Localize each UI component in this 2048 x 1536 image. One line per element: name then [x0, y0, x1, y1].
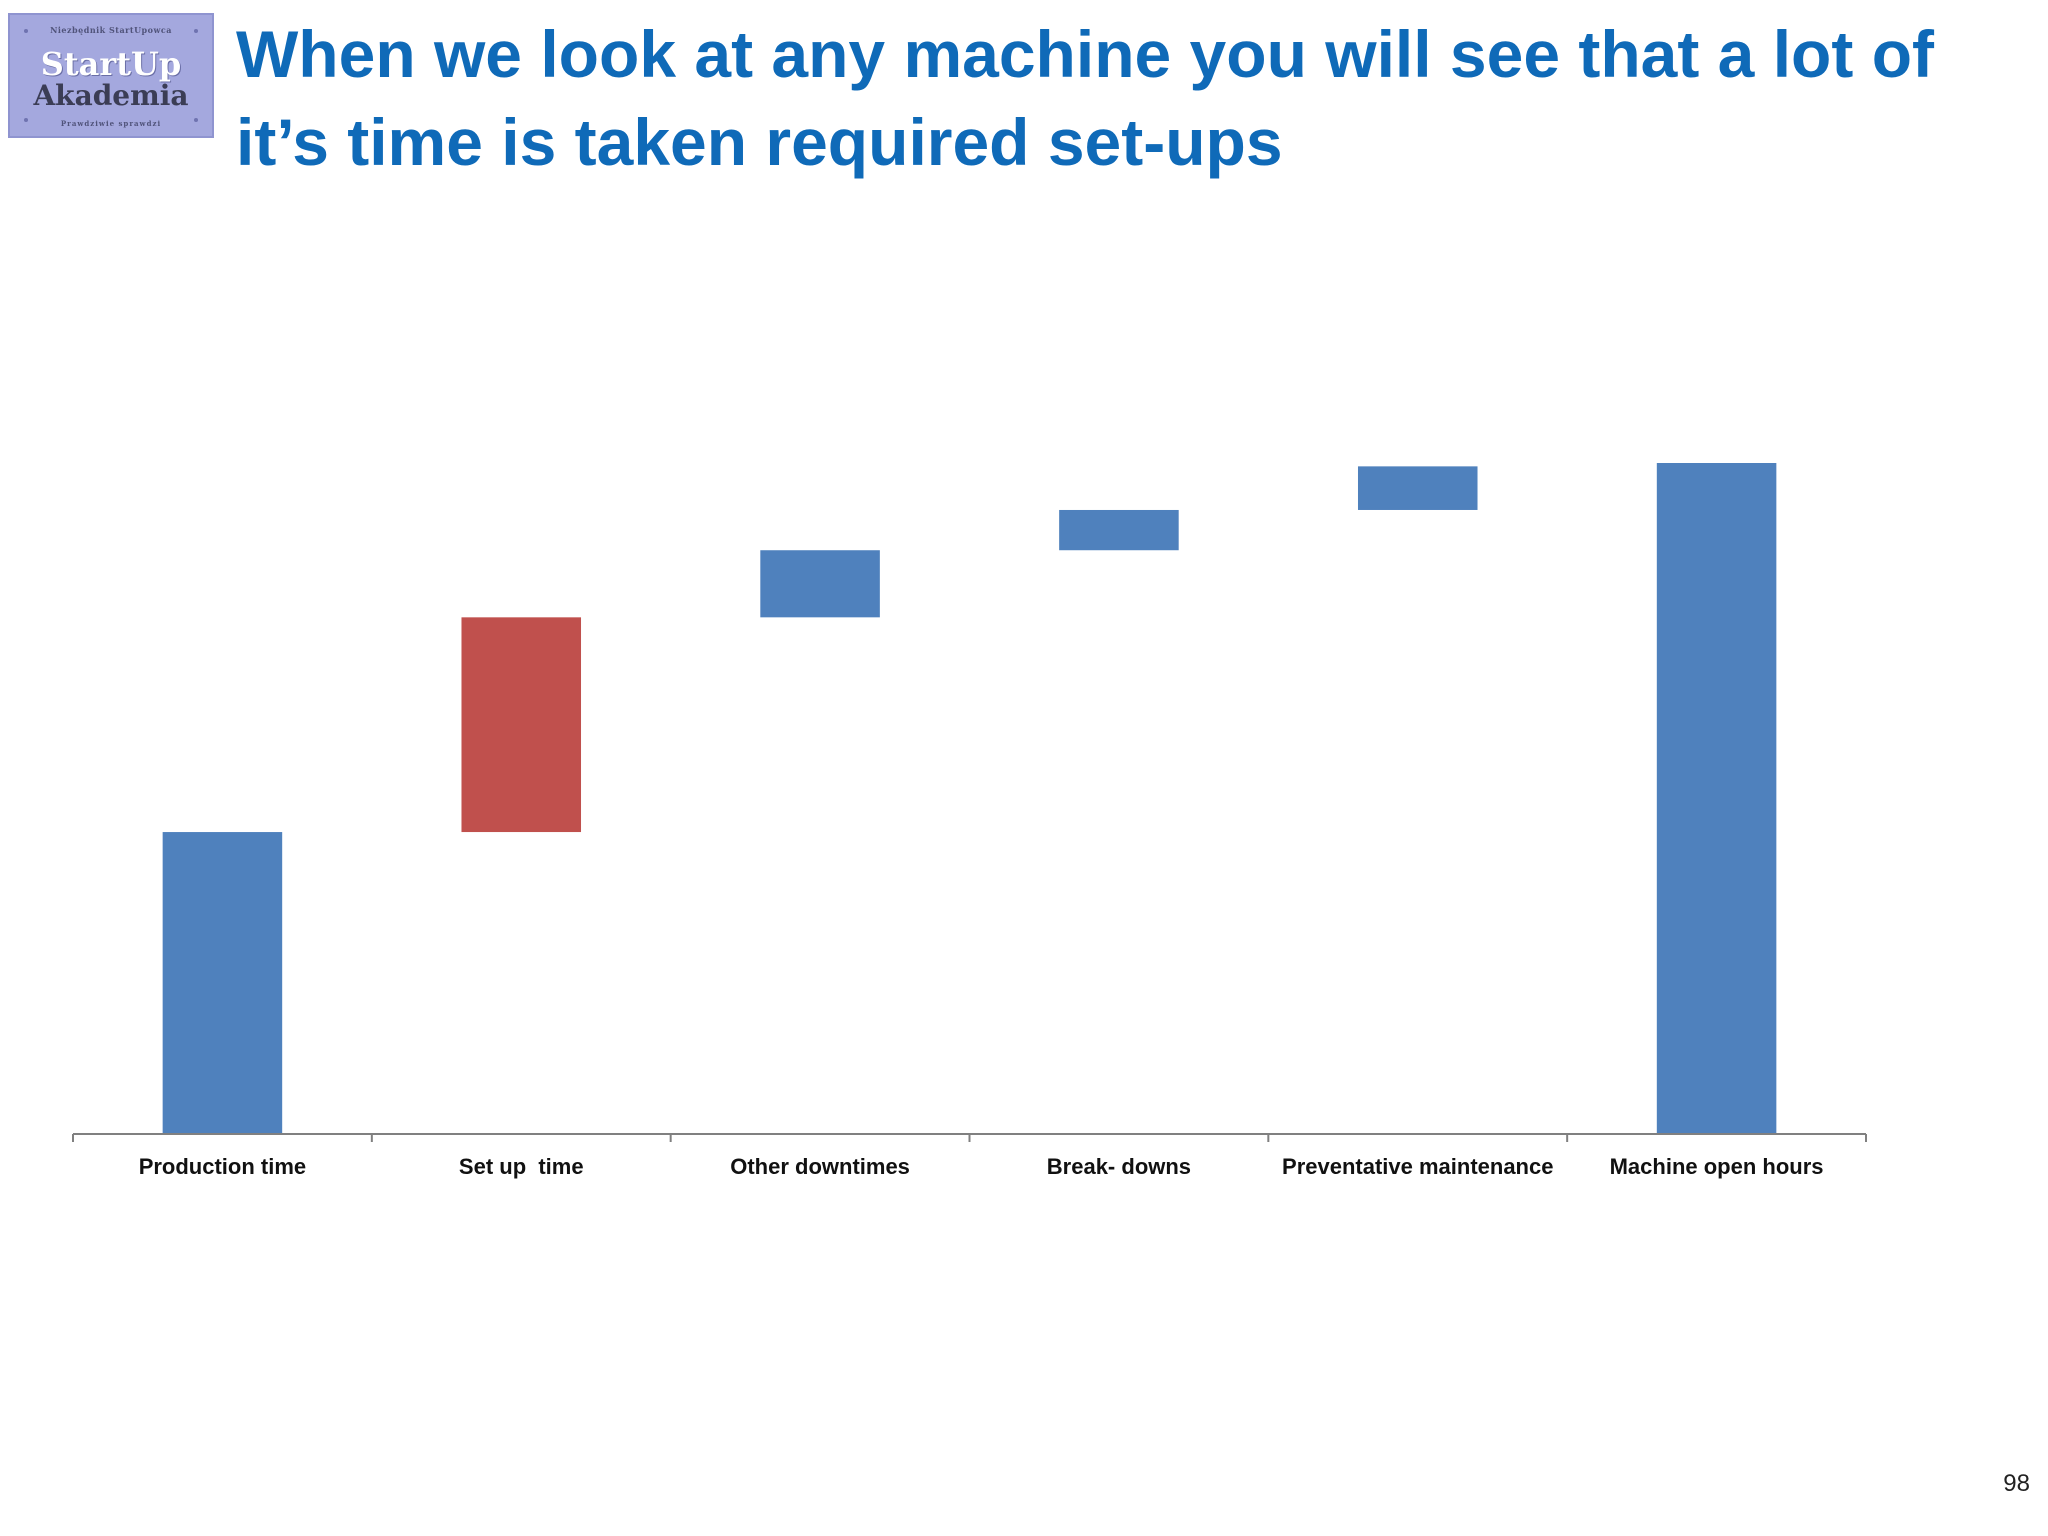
logo: Niezbędnik StartUpowca StartUp Akademia … — [8, 13, 214, 138]
bar-set-up-time — [461, 617, 582, 833]
bar-machine-open-hours — [1656, 463, 1777, 1134]
page-number: 98 — [2003, 1470, 2030, 1497]
x-tick-label: Break- downs — [1047, 1154, 1191, 1179]
bar-break-downs — [1059, 509, 1179, 551]
logo-tagline-top: Niezbędnik StartUpowca — [50, 25, 172, 35]
x-tick-label: Machine open hours — [1610, 1154, 1824, 1179]
slide-title: When we look at any machine you will see… — [236, 17, 1934, 179]
x-tick-label: Other downtimes — [730, 1154, 910, 1179]
x-tick-label: Preventative maintenance — [1282, 1154, 1553, 1179]
logo-brand-akademia: Akademia — [33, 79, 189, 112]
logo-brand-startup: StartUp — [40, 45, 182, 83]
bar-other-downtimes — [760, 550, 880, 618]
x-tick-label: Production time — [139, 1154, 306, 1179]
logo-tagline-bottom: Prawdziwie sprawdzi — [60, 119, 162, 128]
bar-production-time — [162, 832, 283, 1134]
bar-preventative-maintenance — [1357, 466, 1478, 510]
x-tick-label: Set up time — [459, 1154, 584, 1179]
